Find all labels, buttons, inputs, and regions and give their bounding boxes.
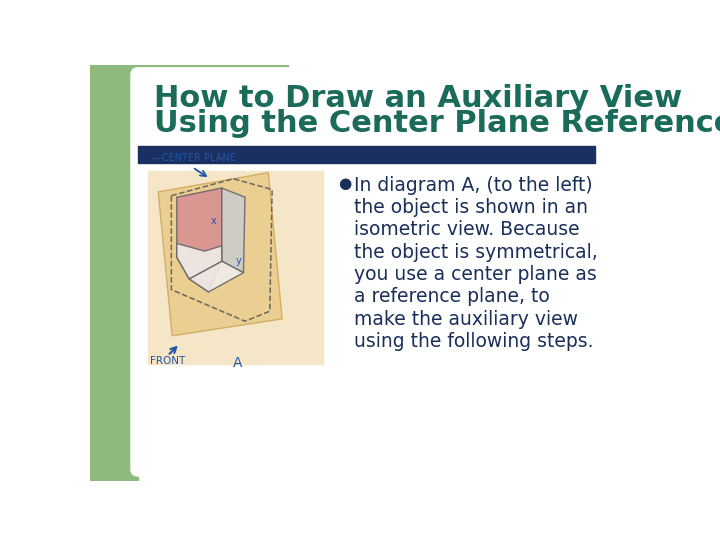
Text: How to Draw an Auxiliary View: How to Draw an Auxiliary View <box>153 84 682 112</box>
Text: the object is shown in an: the object is shown in an <box>354 198 588 217</box>
Text: you use a center plane as: you use a center plane as <box>354 265 596 284</box>
Text: —CENTER PLANE: —CENTER PLANE <box>152 153 236 164</box>
FancyBboxPatch shape <box>130 67 649 477</box>
Bar <box>90 65 138 481</box>
Bar <box>138 146 595 163</box>
Text: make the auxiliary view: make the auxiliary view <box>354 309 577 329</box>
Text: ●: ● <box>338 176 351 191</box>
Text: the object is symmetrical,: the object is symmetrical, <box>354 242 598 262</box>
Text: Using the Center Plane Reference: Using the Center Plane Reference <box>153 109 720 138</box>
Text: y: y <box>236 256 242 266</box>
Text: A: A <box>233 356 243 370</box>
Text: isometric view. Because: isometric view. Because <box>354 220 579 239</box>
Text: a reference plane, to: a reference plane, to <box>354 287 549 306</box>
Text: using the following steps.: using the following steps. <box>354 332 593 351</box>
Polygon shape <box>177 244 222 279</box>
Polygon shape <box>158 173 282 336</box>
Polygon shape <box>222 188 245 273</box>
Text: x: x <box>211 216 217 226</box>
Text: In diagram A, (to the left): In diagram A, (to the left) <box>354 176 592 195</box>
Text: FRONT: FRONT <box>150 356 186 366</box>
Bar <box>90 65 287 180</box>
Bar <box>148 171 323 363</box>
Polygon shape <box>189 261 243 292</box>
Polygon shape <box>177 188 222 292</box>
